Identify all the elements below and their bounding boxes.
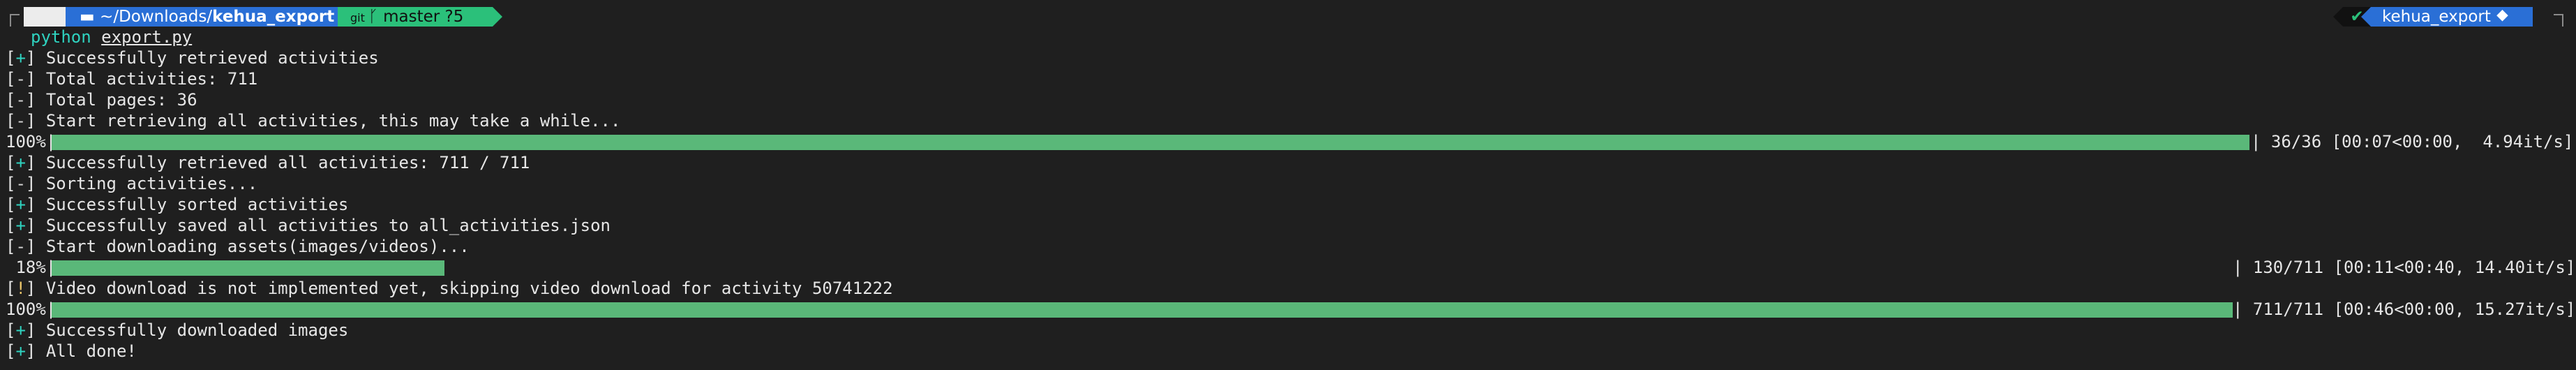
progress-fill bbox=[52, 135, 2249, 150]
progress-percent: 100%| bbox=[6, 132, 57, 151]
log-text: Successfully retrieved all activities: 7… bbox=[45, 153, 530, 172]
progress-stats: | 36/36 [00:07<00:00, 4.94it/s] bbox=[2251, 132, 2574, 151]
log-line: [+] Successfully saved all activities to… bbox=[6, 216, 611, 235]
log-text: Successfully retrieved activities bbox=[45, 48, 379, 68]
segment-separator bbox=[493, 7, 502, 27]
log-line: [+] Successfully retrieved all activitie… bbox=[6, 153, 530, 172]
git-branch: master ?5 bbox=[383, 8, 464, 26]
log-line: [-] Start downloading assets(images/vide… bbox=[6, 237, 470, 256]
virtualenv-name: kehua_export ⯁ bbox=[2371, 7, 2533, 27]
progress-percent: 100%| bbox=[6, 299, 57, 319]
log-text: Video download is not implemented yet, s… bbox=[45, 279, 893, 298]
prompt-corner-left bbox=[10, 14, 20, 27]
git-status: git ᚴ master ?5 bbox=[338, 7, 493, 27]
log-line: [-] Total activities: 711 bbox=[6, 69, 258, 89]
folder-icon: ▬ bbox=[80, 8, 100, 26]
log-tag: - bbox=[15, 237, 26, 256]
current-path: ▬ ~/Downloads/kehua_export bbox=[66, 7, 338, 27]
log-line: [-] Start retrieving all activities, thi… bbox=[6, 111, 621, 131]
branch-icon: ᚴ bbox=[368, 8, 384, 26]
log-text: Total activities: 711 bbox=[45, 69, 258, 89]
progress-fill bbox=[52, 260, 444, 276]
command-program: python bbox=[31, 27, 91, 47]
progress-bar-assets: 100%| | 711/711 [00:46<00:00, 15.27it/s] bbox=[0, 299, 2576, 320]
python-icon: ⯁ bbox=[2490, 8, 2509, 26]
log-tag: + bbox=[15, 341, 26, 361]
progress-stats: | 711/711 [00:46<00:00, 15.27it/s] bbox=[2233, 299, 2576, 319]
log-tag: - bbox=[15, 69, 26, 89]
log-text: All done! bbox=[45, 341, 137, 361]
log-text: Successfully downloaded images bbox=[45, 320, 349, 340]
virtualenv-label: kehua_export bbox=[2382, 8, 2491, 26]
progress-fill bbox=[52, 302, 2233, 318]
log-line: [+] All done! bbox=[6, 341, 137, 361]
prompt-corner-right bbox=[2554, 14, 2563, 27]
log-line: [+] Successfully retrieved activities bbox=[6, 48, 379, 68]
log-line: [+] Successfully sorted activities bbox=[6, 195, 349, 214]
segment-separator bbox=[2333, 7, 2343, 27]
log-tag: + bbox=[15, 153, 26, 172]
path-current-dir: kehua_export bbox=[212, 8, 335, 26]
log-tag: - bbox=[15, 111, 26, 131]
log-tag: - bbox=[15, 174, 26, 193]
progress-stats: | 130/711 [00:11<00:40, 14.40it/s] bbox=[2233, 258, 2576, 277]
apple-icon bbox=[24, 7, 66, 43]
progress-bar-activities: 100%| | 36/36 [00:07<00:00, 4.94it/s] bbox=[0, 131, 2576, 152]
terminal-prompt: ▬ ~/Downloads/kehua_export git ᚴ master … bbox=[0, 4, 2576, 43]
log-tag: + bbox=[15, 216, 26, 235]
progress-bar-assets-partial: 18%| | 130/711 [00:11<00:40, 14.40it/s] bbox=[0, 257, 2576, 278]
log-line: [!] Video download is not implemented ye… bbox=[6, 279, 893, 298]
log-text: Sorting activities... bbox=[45, 174, 258, 193]
log-text: Start downloading assets(images/videos).… bbox=[45, 237, 470, 256]
progress-percent: 18%| bbox=[6, 258, 57, 277]
log-tag: + bbox=[15, 320, 26, 340]
progress-track bbox=[52, 260, 2233, 276]
command-args: export.py bbox=[101, 27, 193, 47]
log-text: Successfully saved all activities to all… bbox=[45, 216, 611, 235]
git-icon: git bbox=[350, 11, 368, 24]
log-tag: - bbox=[15, 90, 26, 110]
log-tag: + bbox=[15, 48, 26, 68]
log-line: [-] Total pages: 36 bbox=[6, 90, 197, 110]
log-tag: + bbox=[15, 195, 26, 214]
path-prefix: ~/Downloads/ bbox=[100, 8, 213, 26]
log-text: Successfully sorted activities bbox=[45, 195, 349, 214]
log-line: [-] Sorting activities... bbox=[6, 174, 258, 193]
command-line[interactable]: python export.py bbox=[31, 27, 192, 47]
log-text: Start retrieving all activities, this ma… bbox=[45, 111, 621, 131]
log-text: Total pages: 36 bbox=[45, 90, 197, 110]
progress-track bbox=[52, 135, 2249, 150]
log-line: [+] Successfully downloaded images bbox=[6, 320, 349, 340]
segment-separator bbox=[2361, 7, 2371, 27]
progress-track bbox=[52, 302, 2233, 318]
log-tag: ! bbox=[15, 279, 26, 298]
